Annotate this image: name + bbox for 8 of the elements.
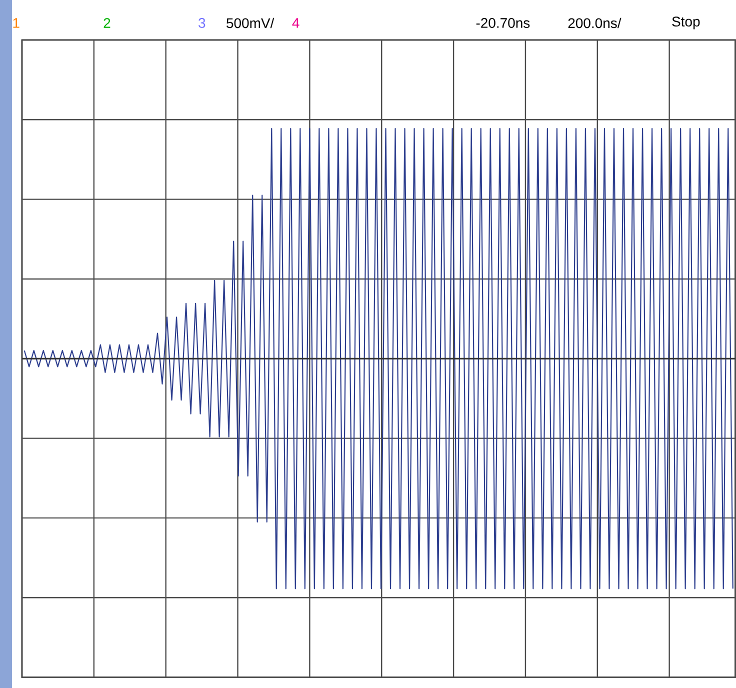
text: 500mV/ <box>226 18 274 28</box>
text: 4 <box>292 18 300 28</box>
text: 1 <box>13 18 20 28</box>
text: -20.70ns <box>476 18 530 28</box>
text: 2 <box>104 18 110 28</box>
text: 3 <box>198 18 206 28</box>
text: Stop <box>672 16 700 30</box>
text: 200.0ns/ <box>568 18 622 28</box>
